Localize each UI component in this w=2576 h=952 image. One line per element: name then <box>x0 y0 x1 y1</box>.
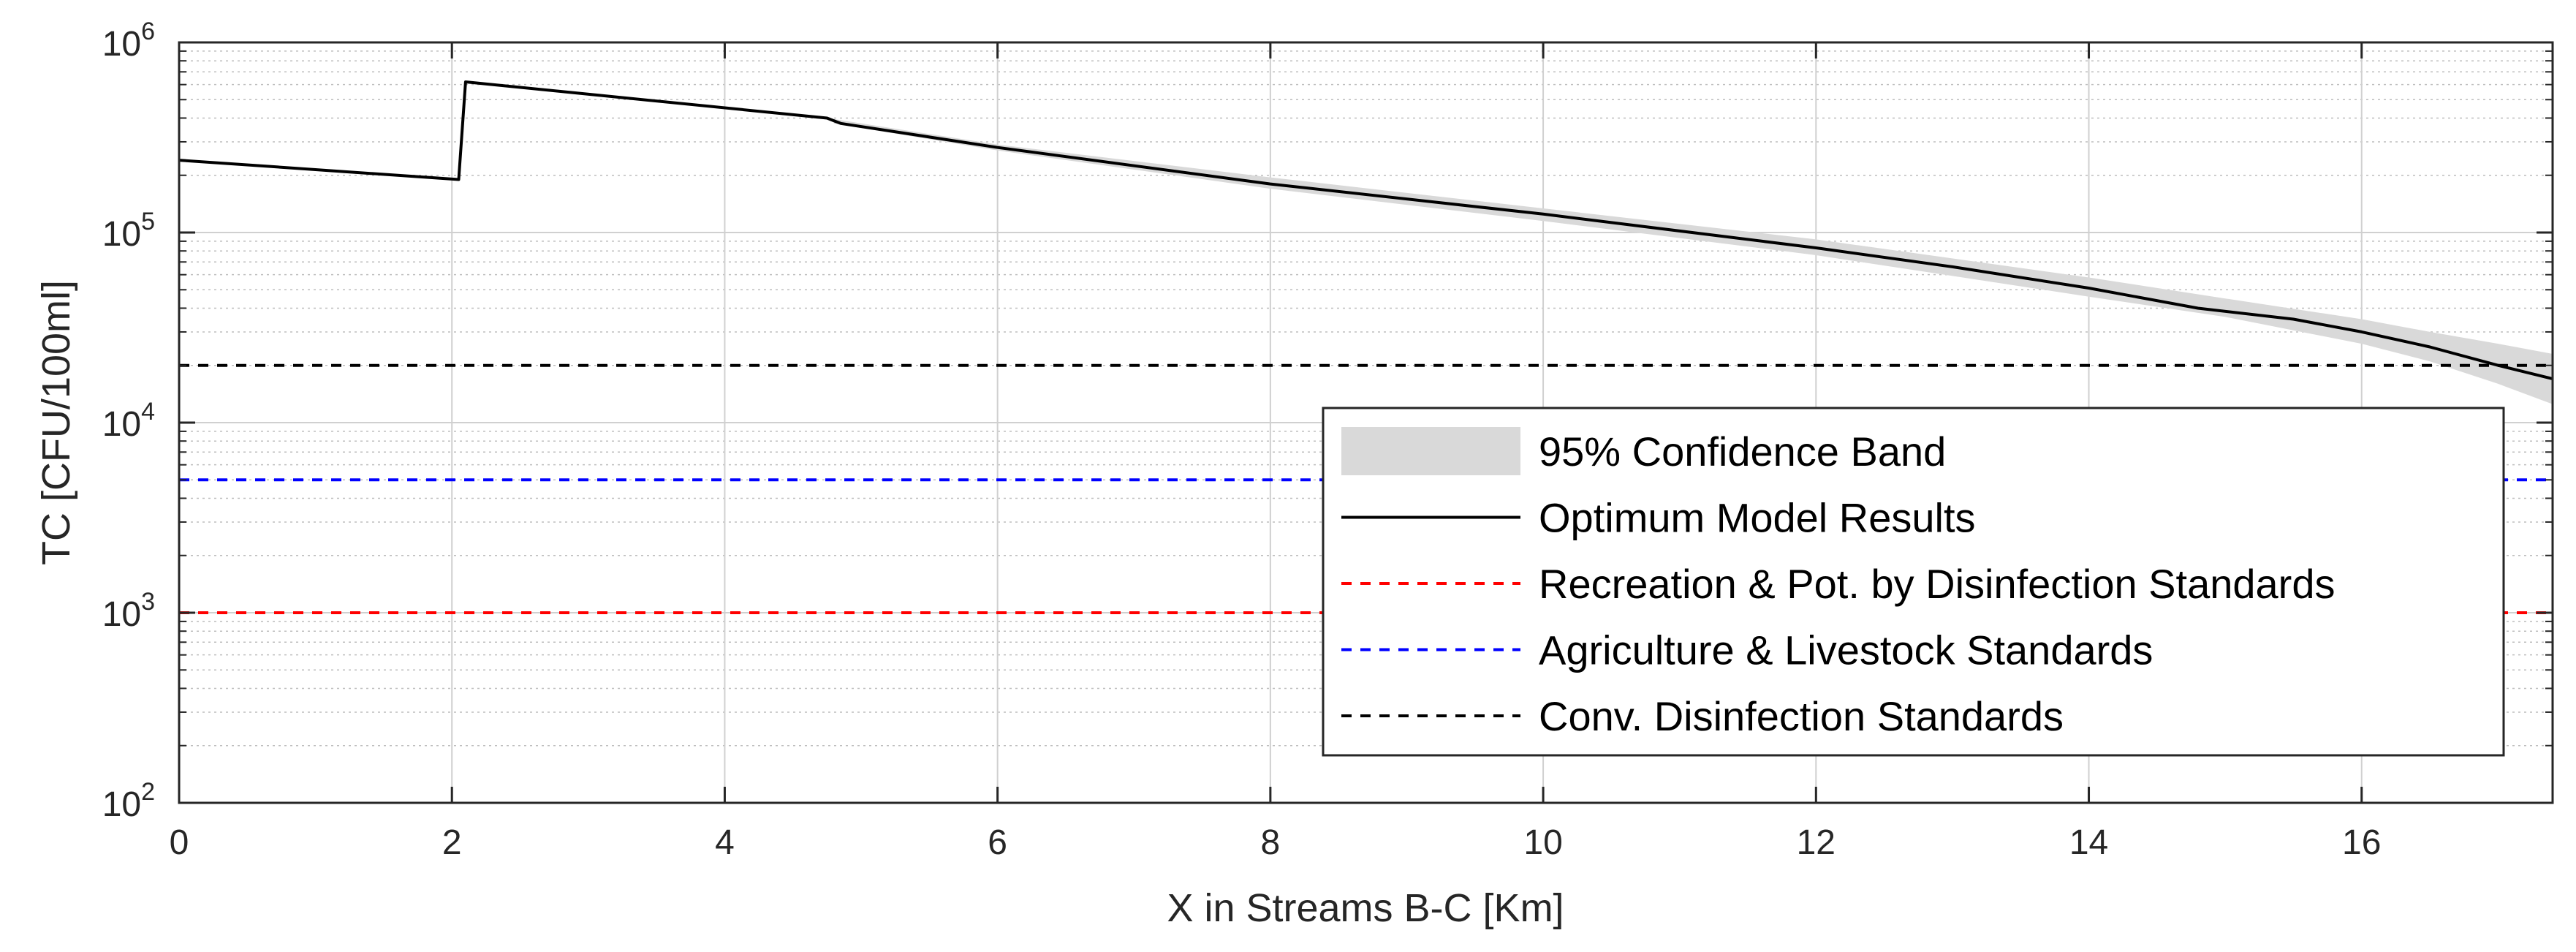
ticks <box>178 41 2553 804</box>
y-tick-label: 102 <box>102 778 155 824</box>
legend-item: Conv. Disinfection Standards <box>1341 693 2064 739</box>
x-tick-label: 12 <box>1797 823 1836 862</box>
x-tick-labels: 0 2 4 6 8 10 12 14 16 <box>170 823 2382 862</box>
legend-label: Conv. Disinfection Standards <box>1539 693 2064 739</box>
x-axis-label: X in Streams B-C [Km] <box>1167 886 1564 930</box>
x-tick-label: 2 <box>442 823 462 862</box>
legend-item: 95% Confidence Band <box>1341 427 1946 475</box>
legend-item: Recreation & Pot. by Disinfection Standa… <box>1341 561 2335 607</box>
y-tick-label: 105 <box>102 208 155 254</box>
y-axis-label: TC [CFU/100ml] <box>34 280 78 565</box>
x-tick-label: 8 <box>1261 823 1281 862</box>
y-tick-labels: 102 103 104 105 106 <box>102 18 155 824</box>
legend-label: 95% Confidence Band <box>1539 428 1946 475</box>
legend: 95% Confidence Band Optimum Model Results… <box>1322 407 2505 757</box>
legend-label: Agriculture & Livestock Standards <box>1539 627 2153 673</box>
model-results-line <box>178 80 2553 381</box>
legend-label: Recreation & Pot. by Disinfection Standa… <box>1539 561 2335 607</box>
y-tick-label: 104 <box>102 398 155 444</box>
legend-swatch <box>1341 427 1520 475</box>
x-tick-label: 4 <box>715 823 735 862</box>
legend-item: Optimum Model Results <box>1341 495 1976 541</box>
y-tick-label: 106 <box>102 18 155 64</box>
x-tick-label: 14 <box>2069 823 2108 862</box>
x-tick-label: 0 <box>170 823 189 862</box>
y-tick-label: 103 <box>102 588 155 634</box>
x-tick-label: 10 <box>1523 823 1562 862</box>
model-line-layer <box>178 80 2553 381</box>
x-tick-label: 16 <box>2342 823 2381 862</box>
legend-label: Optimum Model Results <box>1539 495 1976 541</box>
legend-item: Agriculture & Livestock Standards <box>1341 627 2153 673</box>
x-tick-label: 6 <box>988 823 1007 862</box>
